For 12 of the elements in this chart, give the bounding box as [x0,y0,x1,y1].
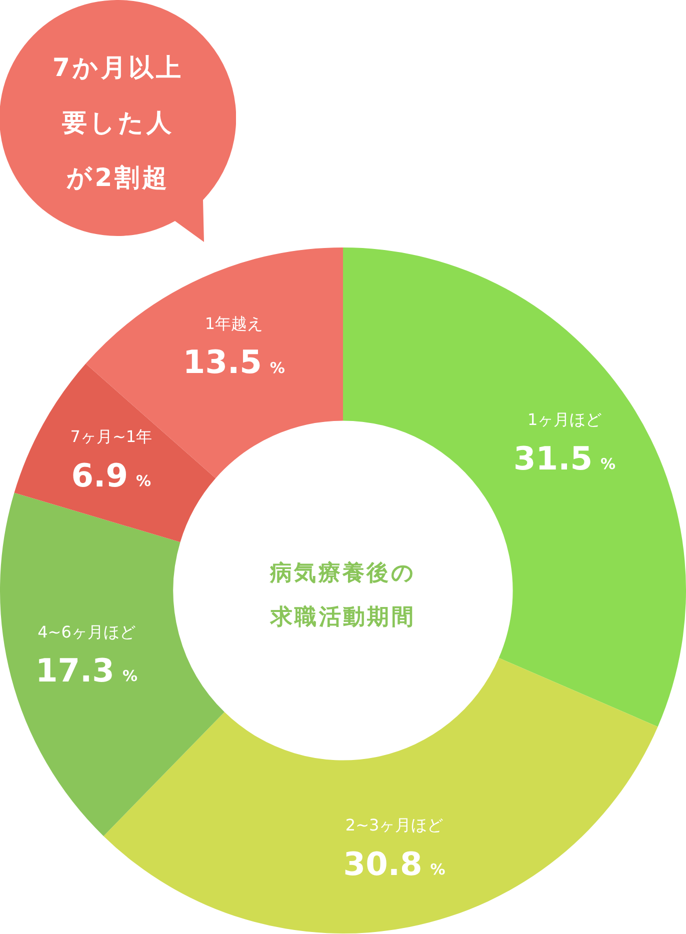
text: 7か月以上要した人が2割超 [52,52,184,194]
slice-label: 2~3ヶ月ほど [345,816,444,835]
data-label: 30.8 % [343,844,446,883]
data-label: 31.5 % [514,439,616,478]
slice-label: 7ヶ月~1年 [70,427,152,446]
data-label: 6.9 % [71,456,151,494]
data-label: 13.5 % [182,343,285,382]
slice-label: 1ヶ月ほど [527,410,602,430]
data-label: 17.3 % [35,652,138,690]
slice-label: 1年越え [204,314,264,334]
text: 病気療養後の求職活動期間 [268,560,418,632]
slice-label: 4~6ヶ月ほど [38,622,136,642]
